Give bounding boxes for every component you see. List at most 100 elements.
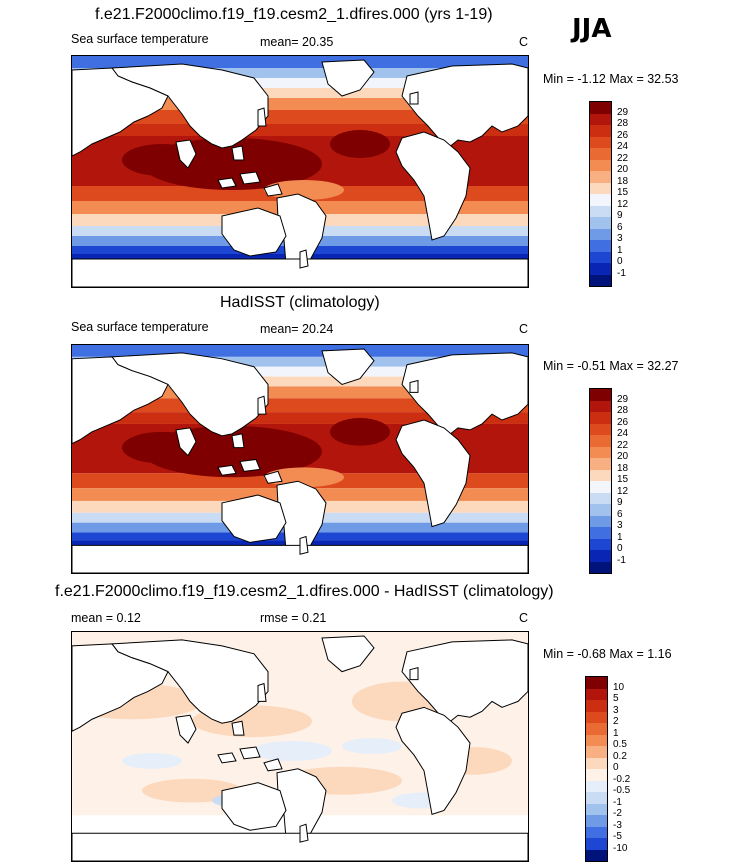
colorbar-swatch <box>590 251 611 263</box>
continent-outline <box>175 427 197 457</box>
continent-outline <box>72 544 528 573</box>
continent-outline <box>217 177 237 189</box>
continent-outline <box>409 91 419 105</box>
panel3-units: C <box>519 611 529 625</box>
colorbar-tick-label: 12 <box>617 485 629 497</box>
colorbar-swatch <box>590 171 611 183</box>
colorbar-swatch <box>590 504 611 516</box>
colorbar-tick-label: 29 <box>617 106 629 118</box>
colorbar-tick-label: 6 <box>617 508 623 520</box>
continent-outline <box>257 682 267 702</box>
panel3-colorbar <box>585 676 608 862</box>
colorbar-swatch <box>590 148 611 160</box>
colorbar-swatch <box>590 538 611 550</box>
panel1-map <box>71 55 529 288</box>
colorbar-swatch <box>590 194 611 206</box>
colorbar-tick-label: -1 <box>617 554 626 566</box>
panel1-units: C <box>519 35 529 49</box>
colorbar-swatch <box>590 125 611 137</box>
continent-outline <box>263 470 283 484</box>
colorbar-swatch <box>590 102 611 114</box>
panel1-minmax: Min = -1.12 Max = 32.53 <box>543 72 679 86</box>
panel2-minmax: Min = -0.51 Max = 32.27 <box>543 359 679 373</box>
colorbar-swatch <box>590 446 611 458</box>
colorbar-swatch <box>590 492 611 504</box>
colorbar-tick-label: 22 <box>617 152 629 164</box>
warm-pool-caribbean <box>330 418 390 446</box>
continent-outline <box>321 348 375 386</box>
colorbar-swatch <box>590 240 611 252</box>
colorbar-tick-label: 29 <box>617 393 629 405</box>
colorbar-tick-label: 9 <box>617 210 623 221</box>
continent-outline <box>239 171 261 185</box>
colorbar-tick-label: 10 <box>613 681 625 693</box>
continent-outline <box>395 131 471 241</box>
colorbar-swatch <box>590 136 611 148</box>
continent-outline <box>239 746 261 760</box>
panel3-title: f.e21.F2000climo.f19_f19.cesm2_1.dfires.… <box>55 583 554 600</box>
colorbar-tick-label: 3 <box>613 704 619 716</box>
panel2-title: HadISST (climatology) <box>220 294 380 311</box>
panel1-colorbar <box>589 101 612 287</box>
colorbar-tick-label: 1 <box>617 244 623 256</box>
colorbar-swatch <box>590 412 611 424</box>
continent-outline <box>72 67 169 157</box>
continent-outline <box>175 714 197 744</box>
colorbar-tick-label: 0.5 <box>613 739 627 750</box>
colorbar-swatch <box>586 700 607 712</box>
colorbar-swatch <box>590 481 611 493</box>
colorbar-swatch <box>586 826 607 838</box>
continent-outline <box>401 63 528 149</box>
colorbar-swatch <box>590 389 611 401</box>
colorbar-swatch <box>590 527 611 539</box>
colorbar-swatch <box>586 734 607 746</box>
colorbar-tick-label: 0 <box>617 256 623 267</box>
colorbar-swatch <box>586 815 607 827</box>
panel2-variable-label: Sea surface temperature <box>71 320 209 334</box>
colorbar-swatch <box>586 723 607 735</box>
colorbar-swatch <box>590 159 611 171</box>
panel2-mean-label: mean= 20.24 <box>260 322 334 336</box>
colorbar-swatch <box>590 263 611 275</box>
continent-outline <box>217 464 237 476</box>
colorbar-swatch <box>586 677 607 689</box>
colorbar-tick-label: 5 <box>613 693 619 704</box>
panel2-units: C <box>519 322 529 336</box>
colorbar-swatch <box>586 849 607 861</box>
panel1-variable-label: Sea surface temperature <box>71 32 209 46</box>
colorbar-tick-label: -0.5 <box>613 785 631 796</box>
colorbar-swatch <box>590 182 611 194</box>
colorbar-swatch <box>590 113 611 125</box>
colorbar-swatch <box>590 228 611 240</box>
colorbar-swatch <box>586 838 607 850</box>
continent-outline <box>257 107 267 127</box>
colorbar-tick-label: 22 <box>617 439 629 451</box>
continent-outline <box>401 639 528 724</box>
colorbar-swatch <box>590 458 611 470</box>
continent-outline <box>395 706 471 816</box>
colorbar-swatch <box>590 435 611 447</box>
continent-outline <box>401 352 528 437</box>
continent-outline <box>72 832 528 861</box>
colorbar-swatch <box>590 400 611 412</box>
colorbar-tick-label: -2 <box>613 808 622 819</box>
colorbar-swatch <box>586 688 607 700</box>
colorbar-tick-label: 0 <box>617 543 623 554</box>
continent-outline <box>299 535 309 555</box>
colorbar-tick-label: 18 <box>617 175 629 187</box>
colorbar-tick-label: 3 <box>617 520 623 531</box>
colorbar-tick-label: 18 <box>617 462 629 474</box>
continent-outline <box>221 494 287 543</box>
continent-outline <box>409 667 419 681</box>
panel1-title: f.e21.F2000climo.f19_f19.cesm2_1.dfires.… <box>95 6 493 23</box>
season-label: JJA <box>572 14 612 44</box>
continent-outline <box>231 433 245 449</box>
colorbar-swatch <box>586 803 607 815</box>
colorbar-tick-label: 24 <box>617 428 629 439</box>
colorbar-tick-label: 2 <box>613 716 619 727</box>
colorbar-swatch <box>586 780 607 792</box>
colorbar-tick-label: 26 <box>617 416 629 428</box>
colorbar-tick-label: 1 <box>613 727 619 739</box>
colorbar-tick-label: -3 <box>613 819 622 831</box>
continent-outline <box>72 356 169 445</box>
